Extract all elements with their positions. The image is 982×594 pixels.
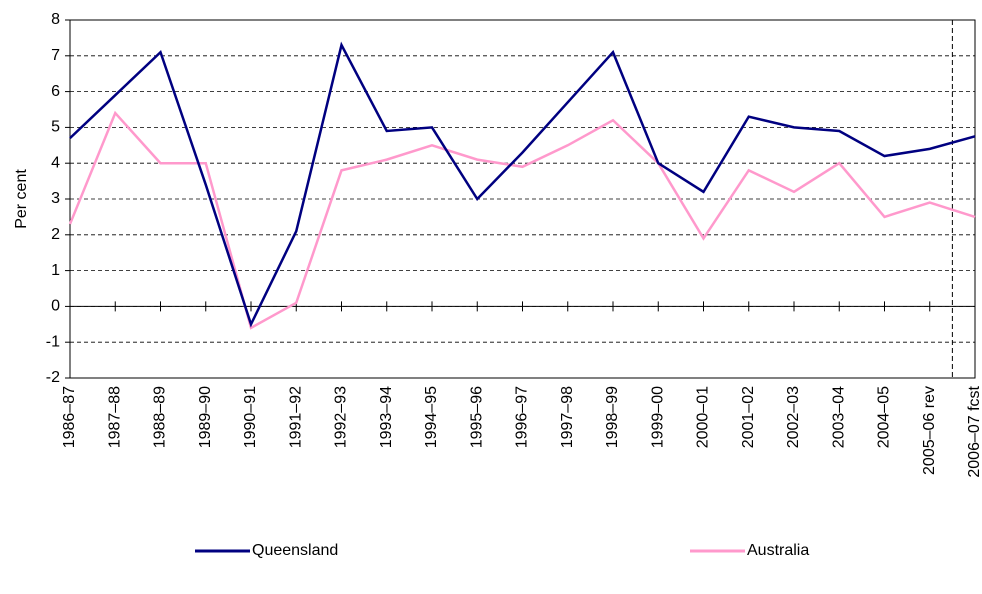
x-tick-label: 2005–06 rev	[921, 386, 938, 475]
y-tick-label: -2	[46, 369, 60, 386]
x-tick-label: 2004–05	[876, 386, 893, 448]
x-tick-label: 1992–93	[333, 386, 350, 448]
x-tick-label: 1996–97	[514, 386, 531, 448]
x-tick-label: 1995–96	[468, 386, 485, 448]
x-tick-label: 1991–92	[287, 386, 304, 448]
y-tick-label: 5	[51, 119, 60, 136]
x-tick-label: 1998–99	[604, 386, 621, 448]
y-tick-label: 1	[51, 262, 60, 279]
y-tick-label: 0	[51, 298, 60, 315]
x-tick-label: 1997–98	[559, 386, 576, 448]
y-tick-label: 6	[51, 83, 60, 100]
x-tick-label: 2006–07 fcst	[966, 385, 982, 477]
legend-label: Australia	[747, 542, 809, 559]
x-tick-label: 1987–88	[106, 386, 123, 448]
y-tick-label: 8	[51, 11, 60, 28]
y-tick-label: 4	[51, 154, 60, 171]
y-tick-label: -1	[46, 333, 60, 350]
x-tick-label: 2002–03	[785, 386, 802, 448]
x-tick-label: 2001–02	[740, 386, 757, 448]
x-tick-label: 1986–87	[61, 386, 78, 448]
y-tick-label: 2	[51, 226, 60, 243]
series-line	[69, 41, 976, 328]
series-line	[68, 110, 976, 330]
y-tick-label: 3	[51, 190, 60, 207]
plot-border	[69, 19, 976, 379]
x-tick-label: 1989–90	[197, 386, 214, 448]
legend-label: Queensland	[252, 542, 338, 559]
y-axis-label: Per cent	[13, 169, 30, 229]
x-tick-label: 2000–01	[695, 386, 712, 448]
x-tick-label: 1994–95	[423, 386, 440, 448]
y-tick-label: 7	[51, 47, 60, 64]
x-tick-label: 1999–00	[649, 386, 666, 448]
x-tick-label: 1993–94	[378, 386, 395, 448]
x-tick-label: 1988–89	[152, 386, 169, 448]
x-tick-label: 1990–91	[242, 386, 259, 448]
x-tick-label: 2003–04	[830, 386, 847, 448]
